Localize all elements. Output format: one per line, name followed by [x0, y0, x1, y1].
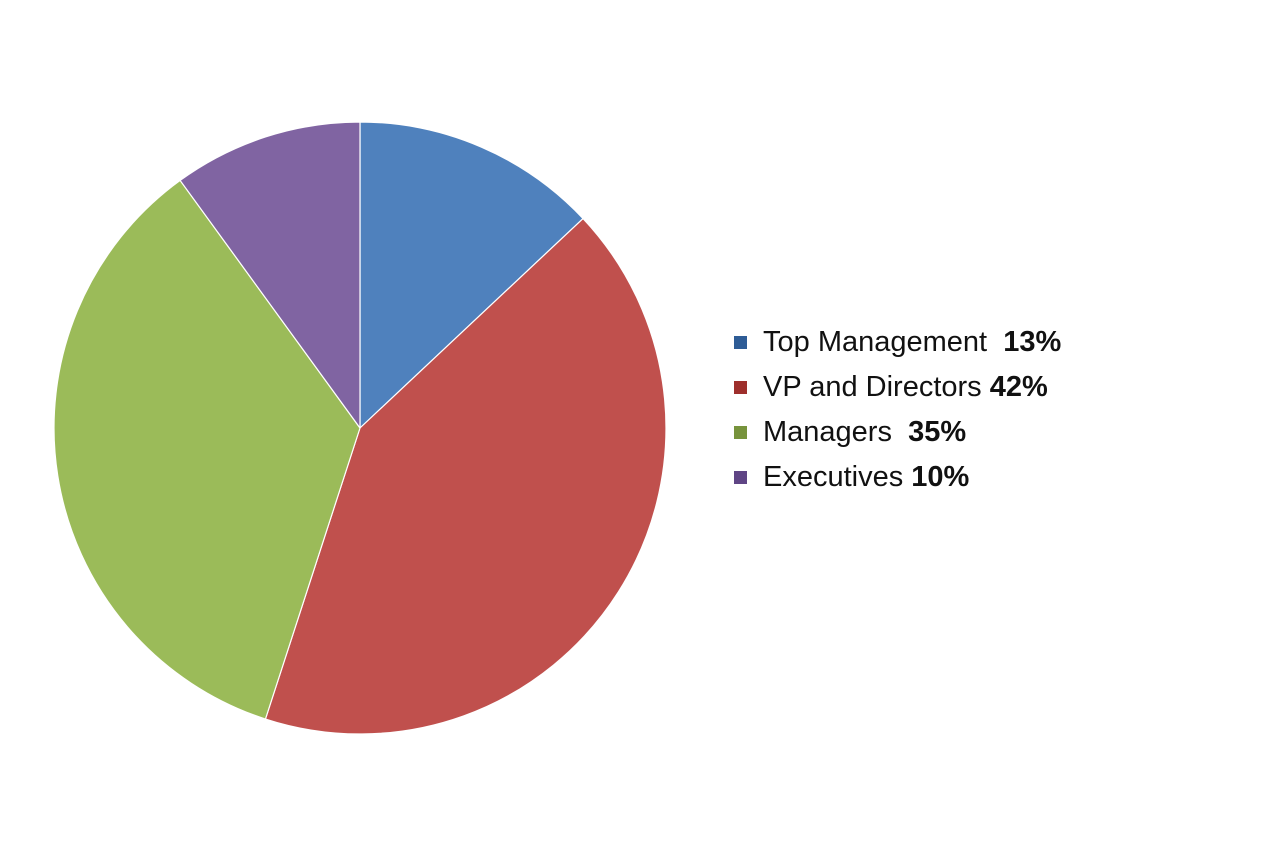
- legend-item-executives: Executives 10%: [734, 455, 1254, 500]
- legend-label: Executives: [763, 461, 912, 493]
- pie-slice-managers: [53, 179, 361, 720]
- legend-swatch: [734, 381, 747, 394]
- legend-value: 35%: [908, 416, 967, 448]
- pie-slice-top-management: [359, 121, 584, 429]
- legend-swatch: [734, 336, 747, 349]
- legend-label: Top Management: [763, 326, 1004, 358]
- legend-item-managers: Managers 35%: [734, 410, 1254, 455]
- legend-swatch: [734, 426, 747, 439]
- legend-value: 42%: [989, 371, 1048, 403]
- pie-slices: [53, 121, 667, 735]
- legend: Top Management 13% VP and Directors 42% …: [734, 320, 1254, 500]
- legend-item-vp-and-directors: VP and Directors 42%: [734, 365, 1254, 410]
- pie-slice-vp-and-directors: [264, 217, 667, 735]
- legend-label: VP and Directors: [763, 371, 990, 403]
- pie-slice-executives: [179, 121, 361, 429]
- legend-swatch: [734, 471, 747, 484]
- legend-item-top-management: Top Management 13%: [734, 320, 1254, 365]
- legend-label: Managers: [763, 416, 909, 448]
- pie-chart: [53, 121, 667, 735]
- legend-value: 13%: [1003, 326, 1062, 358]
- legend-value: 10%: [911, 461, 970, 493]
